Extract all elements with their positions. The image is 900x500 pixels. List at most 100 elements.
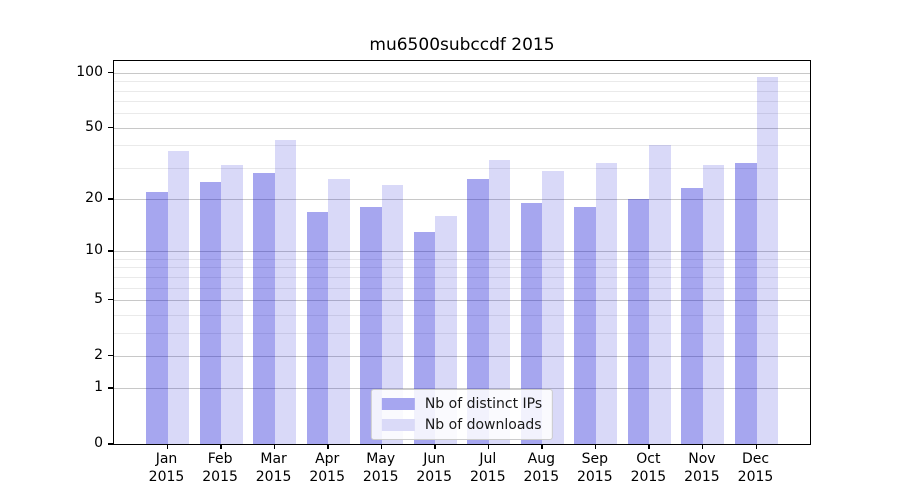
gridline-major: [114, 355, 810, 357]
gridline-minor: [114, 287, 810, 289]
x-tick-year: 2015: [202, 469, 238, 485]
x-tick-mark: [166, 444, 168, 449]
gridline-major: [114, 72, 810, 74]
x-tick-year: 2015: [576, 469, 613, 485]
gridline-major: [114, 251, 810, 253]
x-tick-month: Apr: [315, 451, 340, 467]
x-tick-mark: [594, 444, 597, 449]
x-tick-year: 2015: [684, 469, 720, 485]
bar-downloads: [702, 165, 725, 444]
bar-downloads: [435, 216, 457, 444]
y-tick-mark: [108, 354, 113, 357]
bar-distinct-ips: [253, 173, 275, 444]
y-tick-label: 2: [94, 346, 103, 363]
x-tick-year: 2015: [148, 469, 185, 485]
bar-distinct-ips: [627, 199, 650, 444]
y-tick-mark: [108, 71, 113, 74]
y-tick-label: 5: [94, 290, 103, 307]
x-tick-month: Jun: [423, 451, 446, 467]
bar-distinct-ips: [520, 203, 543, 444]
x-tick-year: 2015: [737, 469, 774, 485]
x-tick-label: Dec 2015: [726, 450, 786, 486]
bar-distinct-ips: [360, 207, 382, 444]
x-tick-month: May: [366, 451, 396, 467]
bar-downloads: [167, 151, 189, 444]
bar-downloads: [488, 160, 511, 444]
x-tick-mark: [701, 444, 704, 449]
gridline-major: [114, 127, 810, 129]
gridline-minor: [114, 267, 810, 269]
x-tick-month: Mar: [260, 451, 287, 467]
x-tick-year: 2015: [416, 469, 452, 485]
x-tick-label: Aug 2015: [511, 450, 571, 486]
chart-title: mu6500subccdf 2015: [369, 35, 555, 55]
legend-swatch-distinct-ips: [381, 398, 415, 410]
bar-distinct-ips: [681, 188, 703, 444]
x-tick-year: 2015: [362, 469, 399, 485]
gridline-minor: [114, 90, 810, 92]
legend-swatch-downloads: [381, 419, 415, 431]
y-tick-mark: [108, 443, 113, 445]
y-tick-mark: [108, 250, 113, 252]
x-tick-month: Feb: [207, 451, 233, 467]
bar-downloads: [542, 170, 564, 444]
x-tick-label: Feb 2015: [190, 450, 250, 486]
bar-distinct-ips: [199, 182, 222, 444]
gridline-minor: [114, 113, 810, 115]
bar-downloads: [274, 139, 297, 444]
x-tick-label: Apr 2015: [297, 450, 357, 486]
x-tick-year: 2015: [523, 469, 560, 485]
x-tick-month: Aug: [527, 451, 555, 467]
legend-label-distinct-ips: Nb of distinct IPs: [424, 396, 543, 412]
y-tick-label: 20: [85, 190, 103, 207]
x-tick-month: Dec: [741, 451, 770, 467]
y-tick-mark: [108, 298, 113, 301]
y-tick-label: 10: [85, 242, 103, 259]
legend-row-downloads: Nb of downloads: [381, 417, 542, 433]
y-tick-label: 1: [94, 379, 103, 396]
x-tick-label: May 2015: [351, 450, 411, 486]
x-tick-mark: [380, 444, 383, 449]
x-tick-mark: [487, 444, 490, 449]
x-tick-label: Oct 2015: [618, 450, 678, 486]
x-tick-mark: [648, 444, 650, 449]
bar-downloads: [595, 162, 618, 444]
x-tick-mark: [327, 444, 329, 449]
gridline-minor: [114, 332, 810, 334]
x-tick-year: 2015: [309, 469, 345, 485]
bar-distinct-ips: [735, 162, 757, 444]
gridline-minor: [114, 276, 810, 278]
x-tick-label: Jul 2015: [458, 450, 518, 486]
x-tick-month: Jan: [155, 451, 178, 467]
x-tick-label: Mar 2015: [244, 450, 304, 486]
plot-area: Nb of distinct IPs Nb of downloads: [113, 60, 811, 445]
x-tick-mark: [541, 444, 543, 449]
legend: Nb of distinct IPs Nb of downloads: [370, 389, 554, 440]
bar-downloads: [756, 76, 778, 444]
bar-downloads: [649, 145, 671, 444]
gridline-minor: [114, 258, 810, 260]
y-tick-mark: [108, 126, 113, 129]
x-tick-month: Jul: [479, 451, 497, 467]
x-tick-label: Nov 2015: [672, 450, 732, 486]
gridline-major: [114, 388, 810, 390]
bar-distinct-ips: [146, 191, 168, 444]
gridline-minor: [114, 101, 810, 103]
x-tick-label: Sep 2015: [565, 450, 625, 486]
x-tick-label: Jan 2015: [137, 450, 197, 486]
bar-distinct-ips: [467, 178, 489, 444]
x-tick-year: 2015: [255, 469, 292, 485]
legend-label-downloads: Nb of downloads: [424, 417, 542, 433]
x-tick-month: Oct: [636, 451, 661, 467]
gridline-major: [114, 199, 810, 201]
bar-distinct-ips: [306, 211, 329, 444]
legend-row-distinct-ips: Nb of distinct IPs: [381, 396, 543, 412]
x-tick-year: 2015: [469, 469, 506, 485]
gridline-minor: [114, 314, 810, 316]
y-tick-mark: [108, 198, 113, 200]
y-tick-mark: [108, 387, 113, 389]
x-tick-year: 2015: [630, 469, 667, 485]
gridline-minor: [114, 167, 810, 169]
bar-distinct-ips: [574, 207, 596, 444]
